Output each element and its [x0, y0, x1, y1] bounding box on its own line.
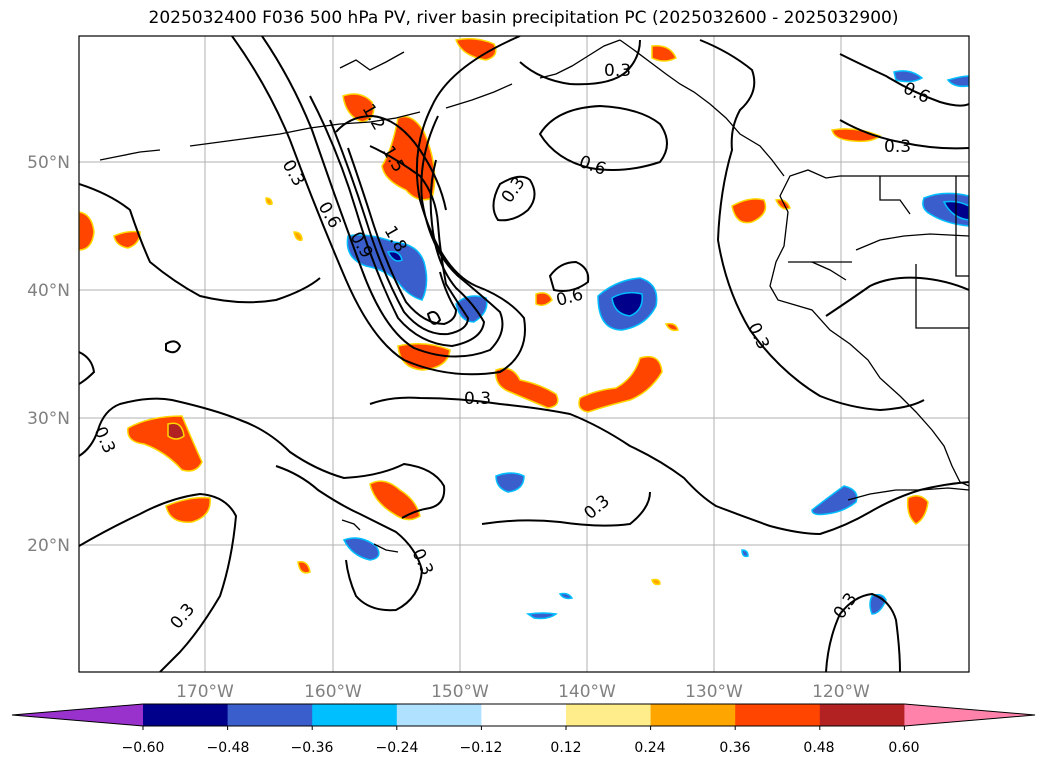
graticule: [79, 36, 969, 672]
colorbar-tick-label: 0.24: [634, 740, 665, 756]
longitude-label: 130°W: [685, 682, 743, 702]
colorbar-tick-label: −0.12: [460, 740, 503, 756]
colorbar-segment: [650, 704, 736, 726]
colorbar-segment: [566, 704, 652, 726]
map-title: 2025032400 F036 500 hPa PV, river basin …: [148, 8, 899, 28]
colorbar-tick-label: 0.60: [888, 740, 919, 756]
colorbar-extend-low: [12, 704, 143, 726]
colorbar-segment: [481, 704, 567, 726]
contour-label: 0.3: [604, 61, 631, 81]
latitude-label: 30°N: [27, 409, 70, 429]
longitude-label: 140°W: [558, 682, 616, 702]
colorbar-segment: [819, 704, 905, 726]
colorbar-tick-label: 0.36: [719, 740, 750, 756]
colorbar-tick-label: −0.36: [291, 740, 334, 756]
colorbar-tick-label: 0.12: [550, 740, 581, 756]
colorbar-segment: [227, 704, 313, 726]
coastlines: [99, 39, 969, 553]
latitude-label: 40°N: [27, 281, 70, 301]
longitude-label: 120°W: [812, 682, 870, 702]
colorbar-tick-label: −0.60: [122, 740, 165, 756]
pv-contours: [79, 36, 969, 672]
precip-negative-areas: [342, 70, 969, 620]
map-frame: [78, 35, 970, 673]
pv-contour-labels: 0.3 0.6 1.2 1.5 1.8 0.9 0.6 0.3 0.3 0.6 …: [89, 61, 932, 633]
latitude-label: 20°N: [27, 536, 70, 556]
latitude-axis: 50°N 40°N 30°N 20°N: [27, 153, 70, 556]
contour-label: 0.3: [884, 137, 911, 157]
colorbar-tick-label: −0.48: [207, 740, 250, 756]
longitude-label: 160°W: [304, 682, 362, 702]
longitude-axis: 170°W 160°W 150°W 140°W 130°W 120°W: [176, 682, 870, 702]
colorbar-extend-high: [904, 704, 1035, 726]
colorbar-segment: [735, 704, 821, 726]
longitude-label: 150°W: [431, 682, 489, 702]
colorbar-tick-label: −0.24: [376, 740, 419, 756]
precip-positive-areas: [79, 37, 929, 586]
latitude-label: 50°N: [27, 153, 70, 173]
colorbar-tick-labels: −0.60 −0.48 −0.36 −0.24 −0.12 0.12 0.24 …: [122, 740, 920, 756]
colorbar-segment: [396, 704, 482, 726]
longitude-label: 170°W: [176, 682, 234, 702]
colorbar-segment: [143, 704, 229, 726]
colorbar-tick-label: 0.48: [803, 740, 834, 756]
colorbar-segment: [312, 704, 398, 726]
colorbar: [11, 703, 1036, 730]
contour-label: 0.3: [464, 389, 491, 409]
